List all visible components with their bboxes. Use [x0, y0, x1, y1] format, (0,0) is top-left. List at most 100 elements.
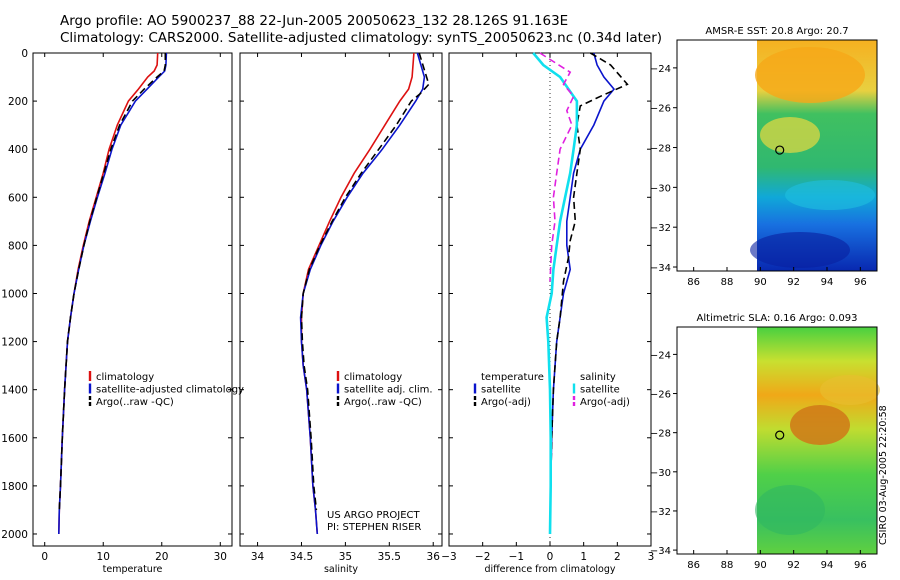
series-line-salinity-satellite	[532, 52, 579, 535]
x-tick-label: 34	[251, 551, 265, 563]
map-y-tick-label: −28	[650, 144, 671, 155]
x-tick-label: 35	[339, 551, 352, 563]
sla-low-blob	[755, 485, 825, 535]
plot-frame	[239, 52, 443, 547]
map-frame	[676, 39, 878, 272]
temperature-panel: 0 10 20 30 0 200 400 600 800 1000 1200 1400 1600 1800…	[1, 48, 244, 575]
series-line-salinity-argo-adj-	[539, 52, 575, 282]
sst-cyan-blob	[785, 180, 875, 210]
x-tick-label: 1	[580, 551, 587, 563]
x-tick-label: 0	[41, 551, 48, 563]
legend-label: satellite	[580, 385, 620, 396]
annotation-project: US ARGO PROJECT	[327, 510, 421, 521]
map-frame	[676, 326, 878, 555]
annotation-pi: PI: STEPHEN RISER	[327, 522, 421, 533]
y-tick-label: 200	[8, 96, 28, 108]
map-y-tick-label: −34	[650, 263, 671, 274]
map-y-tick-label: −26	[650, 390, 671, 401]
x-tick-label: 10	[97, 551, 110, 563]
x-tick-label: 2	[614, 551, 621, 563]
sst-map-axes: AMSR-E SST: 20.8 Argo: 20.7 86 88 90 92 94 96 −…	[650, 26, 878, 288]
map-x-tick-label: 94	[821, 277, 834, 288]
x-tick-label: −3	[441, 551, 456, 563]
y-tick-label: 800	[8, 240, 28, 252]
series-line-argo-raw-qc-	[300, 52, 430, 510]
float-position-marker	[775, 145, 785, 155]
legend-label: Argo(..raw -QC)	[344, 397, 422, 408]
legend-label: satellite	[481, 385, 521, 396]
map-y-tick-label: −28	[650, 429, 671, 440]
legend-header-salinity: salinity	[580, 372, 616, 383]
x-tick-label: 3	[648, 551, 655, 563]
x-tick-label: −1	[509, 551, 524, 563]
x-tick-label: 0	[547, 551, 554, 563]
timestamp-stamp: CSIRO 03-Aug-2005 22:20:58	[878, 405, 889, 545]
salinity-panel: 34 34.5 35 35.5 36 salinity climatology satelli…	[239, 52, 443, 575]
map-y-tick-label: −24	[650, 64, 671, 75]
map-x-tick-label: 92	[787, 277, 800, 288]
sst-warm-blob	[755, 47, 865, 103]
map-x-tick-label: 96	[854, 560, 867, 571]
map-x-tick-label: 86	[687, 560, 700, 571]
x-tick-label: 30	[214, 551, 227, 563]
y-tick-label: 600	[8, 192, 28, 204]
y-tick-label: 400	[8, 144, 28, 156]
map-y-tick-label: −32	[650, 507, 671, 518]
y-tick-label: 1600	[1, 433, 28, 445]
x-tick-label: 34.5	[290, 551, 313, 563]
sst-yellow-blob	[760, 117, 820, 153]
series-line-temperature-argo-adj-	[549, 52, 629, 486]
y-tick-label: 1000	[1, 288, 28, 300]
map-y-tick-label: −30	[650, 183, 671, 194]
difference-panel: −3 −2 −1 0 1 2 3 difference from climatology tem…	[441, 52, 655, 575]
x-axis-label: difference from climatology	[484, 564, 615, 575]
x-tick-label: −2	[475, 551, 490, 563]
map-x-tick-label: 94	[821, 560, 834, 571]
series-line-satellite-adj-clim-	[299, 52, 426, 535]
series-line-climatology	[300, 52, 415, 535]
legend-label: satellite adj. clim.	[344, 385, 433, 396]
map-x-tick-label: 86	[687, 277, 700, 288]
y-tick-label: 0	[21, 48, 28, 60]
map-x-tick-label: 90	[754, 560, 767, 571]
sst-deep-blob	[750, 232, 850, 268]
legend-label: Argo(..raw -QC)	[96, 397, 174, 408]
legend-header-temperature: temperature	[481, 372, 544, 383]
map-y-tick-label: −26	[650, 104, 671, 115]
map-title: AMSR-E SST: 20.8 Argo: 20.7	[705, 26, 848, 37]
plot-frame	[32, 52, 233, 547]
y-tick-label: 1200	[1, 337, 28, 349]
map-y-tick-label: −24	[650, 350, 671, 361]
sst-map	[750, 40, 877, 271]
x-tick-label: 35.5	[378, 551, 401, 563]
float-position-marker	[775, 430, 785, 440]
legend-label: satellite-adjusted climatology	[96, 385, 244, 396]
map-x-tick-label: 90	[754, 277, 767, 288]
y-tick-label: 1400	[1, 385, 28, 397]
map-x-tick-label: 88	[721, 277, 734, 288]
x-axis-label: salinity	[324, 564, 358, 575]
figure-title-line1: Argo profile: AO 5900237_88 22-Jun-2005 …	[60, 13, 569, 29]
legend-label: climatology	[96, 372, 154, 383]
series-line-argo-raw-qc-	[58, 53, 167, 510]
map-y-tick-label: −32	[650, 223, 671, 234]
sla-map	[755, 327, 880, 554]
x-tick-label: 36	[427, 551, 441, 563]
series-line-satellite-adjusted-climatology	[58, 52, 168, 535]
y-tick-label: 2000	[1, 529, 28, 541]
series-line-temperature-satellite	[549, 52, 616, 535]
map-x-tick-label: 92	[787, 560, 800, 571]
x-axis-label: temperature	[103, 564, 163, 575]
map-y-tick-label: −30	[650, 468, 671, 479]
map-title: Altimetric SLA: 0.16 Argo: 0.093	[697, 313, 858, 324]
legend-label: Argo(-adj)	[580, 397, 630, 408]
sla-mid-blob	[820, 375, 880, 405]
figure-title-line2: Climatology: CARS2000. Satellite-adjuste…	[60, 30, 663, 46]
map-x-tick-label: 96	[854, 277, 867, 288]
legend-label: Argo(-adj)	[481, 397, 531, 408]
legend-label: climatology	[344, 372, 402, 383]
sla-high-blob	[790, 405, 850, 445]
y-tick-label: 1800	[1, 481, 28, 493]
map-x-tick-label: 88	[721, 560, 734, 571]
